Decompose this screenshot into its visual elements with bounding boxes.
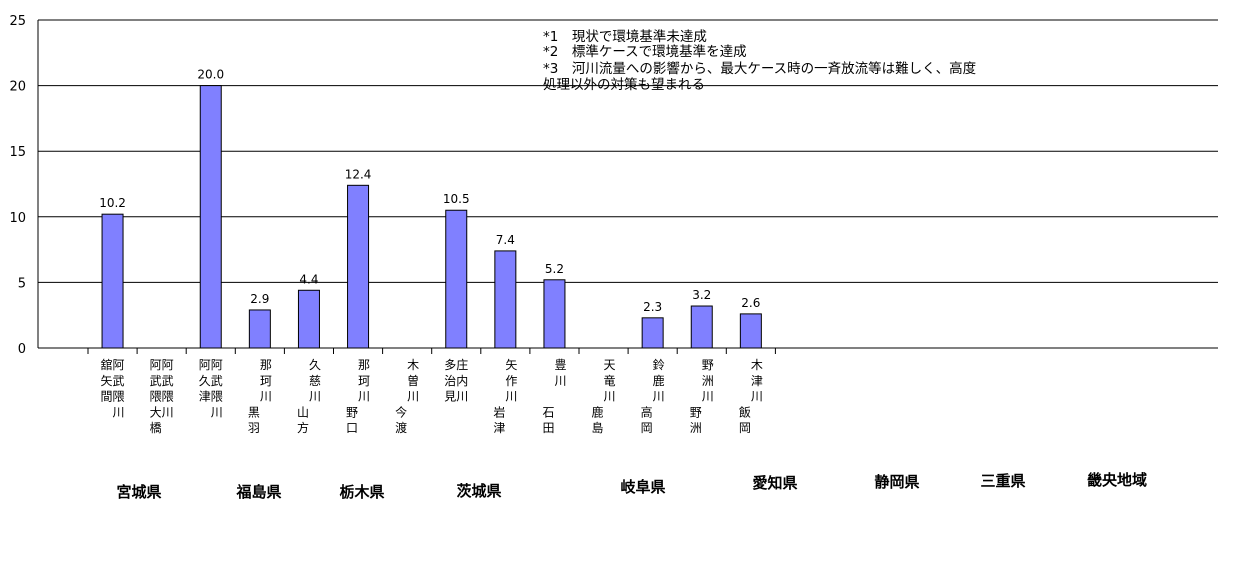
y-axis-ticks: 0 5 10 15 20 25 [9,14,26,357]
bar-value-label: 20.0 [197,68,224,82]
category-label: 鹿島 [592,404,604,435]
category-label: 阿武隈川 [162,358,174,419]
note-2: *2 標準ケースで環境基準を達成 [543,43,747,60]
prefecture-label: 宮城県 [116,483,161,501]
category-label: 那珂川 [260,358,272,404]
category-label: 阿久津 [199,358,211,404]
prefecture-label: 福島県 [235,483,281,501]
category-label: 久慈川 [309,358,321,404]
category-label: 舘矢間 [101,357,113,404]
prefecture-label: 岐阜県 [620,478,665,496]
category-label: 阿武隈大橋 [150,358,162,435]
category-label: 石田 [542,405,554,435]
bar-value-label: 10.2 [99,196,126,210]
bar-value-label: 4.4 [299,272,318,286]
y-tick-label: 20 [9,80,26,95]
bar [248,309,271,349]
category-label: 木曽川 [407,358,419,404]
bar [101,213,124,349]
category-label: 飯岡 [739,404,751,435]
bar-value-label: 5.2 [545,262,564,276]
vertical-category-labels: 阿武隈川舘矢間阿武隈川阿武隈大橋阿武隈川阿久津那珂川黒羽久慈川山方那珂川野口木曽… [101,357,763,435]
bar [199,85,222,349]
bar-value-label: 12.4 [345,167,372,181]
prefecture-labels: 宮城県 福島県 栃木県 茨城県 岐阜県 愛知県 静岡県 三重県 畿央地域 [116,471,1147,501]
y-tick-label: 15 [9,145,26,160]
grid-lines [37,19,1218,354]
category-label: 天竜川 [604,358,616,404]
y-tick-label: 5 [18,276,26,291]
bar [543,279,566,349]
y-tick-label: 0 [18,342,26,357]
category-label: 山方 [297,405,309,435]
bars: 10.2 20.0 2.9 4.4 12.4 10.5 7.4 5.2 2.3 3.2 2.6 [99,68,762,349]
category-label: 鈴鹿川 [653,357,665,404]
note-3: *3 河川流量への影響から、最大ケース時の一斉放流等は難しく、高度 [543,60,976,77]
chart-notes: *1 現状で環境基準未達成 *2 標準ケースで環境基準を達成 *3 河川流量への… [543,28,976,93]
prefecture-label: 愛知県 [752,474,797,492]
category-label: 野洲 [690,405,702,435]
bar [297,289,320,349]
note-1: *1 現状で環境基準未達成 [543,28,707,45]
category-label: 多治見 [444,358,456,404]
bar [690,305,713,349]
bar-value-label: 2.9 [250,292,269,306]
note-4: 処理以外の対策も望まれる [543,76,705,93]
category-label: 木津川 [751,358,763,404]
category-label: 黒羽 [248,405,260,435]
category-label: 岩津 [493,404,505,435]
bar-value-label: 7.4 [496,233,515,247]
bar [347,184,370,349]
prefecture-label: 茨城県 [456,482,501,500]
category-label: 矢作川 [505,358,517,404]
category-label: 野口 [346,405,358,435]
category-label: 高岡 [641,404,653,435]
prefecture-label: 栃木県 [339,483,384,501]
category-label: 那珂川 [358,358,370,404]
category-label: 野洲川 [702,358,714,404]
prefecture-label: 三重県 [980,472,1025,490]
y-tick-label: 25 [9,14,26,29]
bar [494,250,517,349]
bar-value-label: 2.3 [643,300,662,314]
category-label: 庄内川 [456,357,468,404]
category-label: 阿武隈川 [113,358,125,419]
bar [445,209,468,349]
bar-value-label: 2.6 [741,296,760,310]
bar-value-label: 3.2 [692,288,711,302]
bar-value-label: 10.5 [443,192,470,206]
category-label: 今渡 [395,404,407,435]
y-tick-label: 10 [9,211,26,226]
category-label: 阿武隈川 [211,358,223,419]
bar [641,317,664,349]
bar [739,313,762,349]
prefecture-label: 畿央地域 [1087,471,1147,489]
category-label: 豊川 [554,358,566,388]
prefecture-label: 静岡県 [874,473,919,491]
